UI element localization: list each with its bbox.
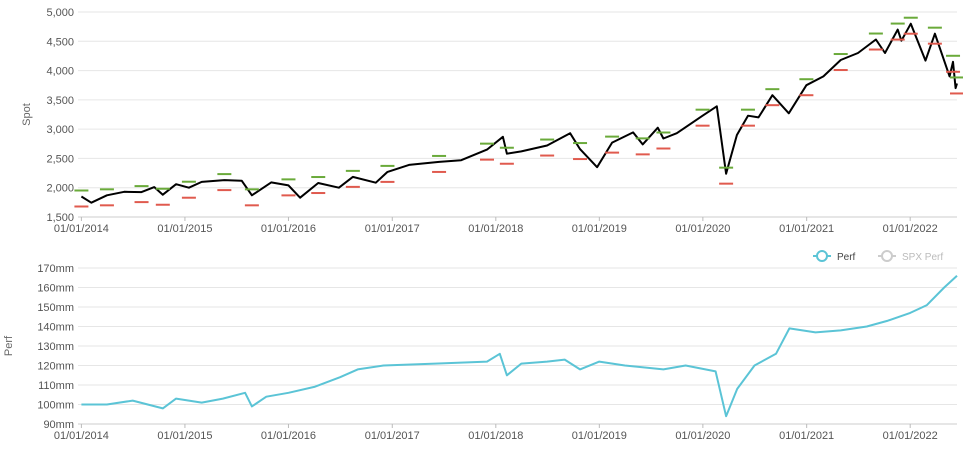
y-tick-label: 2,500: [46, 153, 74, 165]
legend-marker: [881, 250, 893, 262]
y-tick-label: 110mm: [38, 380, 74, 392]
series-line: [81, 275, 958, 418]
x-tick-label: 01/01/2018: [468, 430, 523, 442]
x-tick-label: 01/01/2019: [572, 223, 627, 235]
x-tick-label: 01/01/2016: [261, 430, 316, 442]
x-tick-label: 01/01/2020: [675, 223, 730, 235]
x-tick-label: 01/01/2014: [54, 223, 109, 235]
x-tick-label: 01/01/2018: [468, 223, 523, 235]
y-axis-title: Spot: [21, 103, 33, 126]
perf-chart: 90mm 100mm 110mm 120mm 130mm 140mm 150mm 160mm 1…: [3, 250, 958, 442]
y-axis-title: Perf: [3, 335, 15, 356]
y-tick-label: 4,000: [46, 66, 74, 78]
x-tick-label: 01/01/2015: [157, 430, 212, 442]
x-tick-label: 01/01/2021: [779, 430, 834, 442]
x-tick-label: 01/01/2022: [883, 223, 938, 235]
y-tick-label: 3,000: [46, 124, 74, 136]
x-tick-label: 01/01/2016: [261, 223, 316, 235]
y-tick-label: 4,500: [46, 36, 74, 48]
x-tick-label: 01/01/2022: [883, 430, 938, 442]
x-tick-label: 01/01/2021: [779, 223, 834, 235]
y-tick-label: 5,000: [46, 7, 74, 19]
y-tick-label: 170mm: [37, 263, 74, 275]
legend-label: SPX Perf: [902, 252, 943, 263]
y-tick-label: 120mm: [37, 361, 74, 373]
y-tick-label: 130mm: [37, 341, 74, 353]
legend-label: Perf: [837, 252, 856, 263]
spot-chart: 1,500 2,000 2,500 3,000 3,500 4,000 4,500 5,000…: [21, 7, 963, 235]
legend-marker: [816, 250, 828, 262]
x-tick-label: 01/01/2017: [365, 430, 420, 442]
x-tick-label: 01/01/2019: [572, 430, 627, 442]
x-tick-label: 01/01/2014: [54, 430, 109, 442]
y-tick-label: 140mm: [37, 322, 74, 334]
x-tick-label: 01/01/2020: [675, 430, 730, 442]
series-line: [80, 22, 958, 204]
y-tick-label: 160mm: [37, 283, 74, 295]
y-tick-label: 100mm: [37, 400, 74, 412]
y-tick-label: 2,000: [46, 183, 74, 195]
x-tick-label: 01/01/2015: [157, 223, 212, 235]
y-tick-label: 1,500: [46, 212, 74, 224]
y-tick-label: 90mm: [43, 419, 74, 431]
y-tick-label: 150mm: [37, 302, 74, 314]
x-tick-label: 01/01/2017: [365, 223, 420, 235]
y-tick-label: 3,500: [46, 95, 74, 107]
